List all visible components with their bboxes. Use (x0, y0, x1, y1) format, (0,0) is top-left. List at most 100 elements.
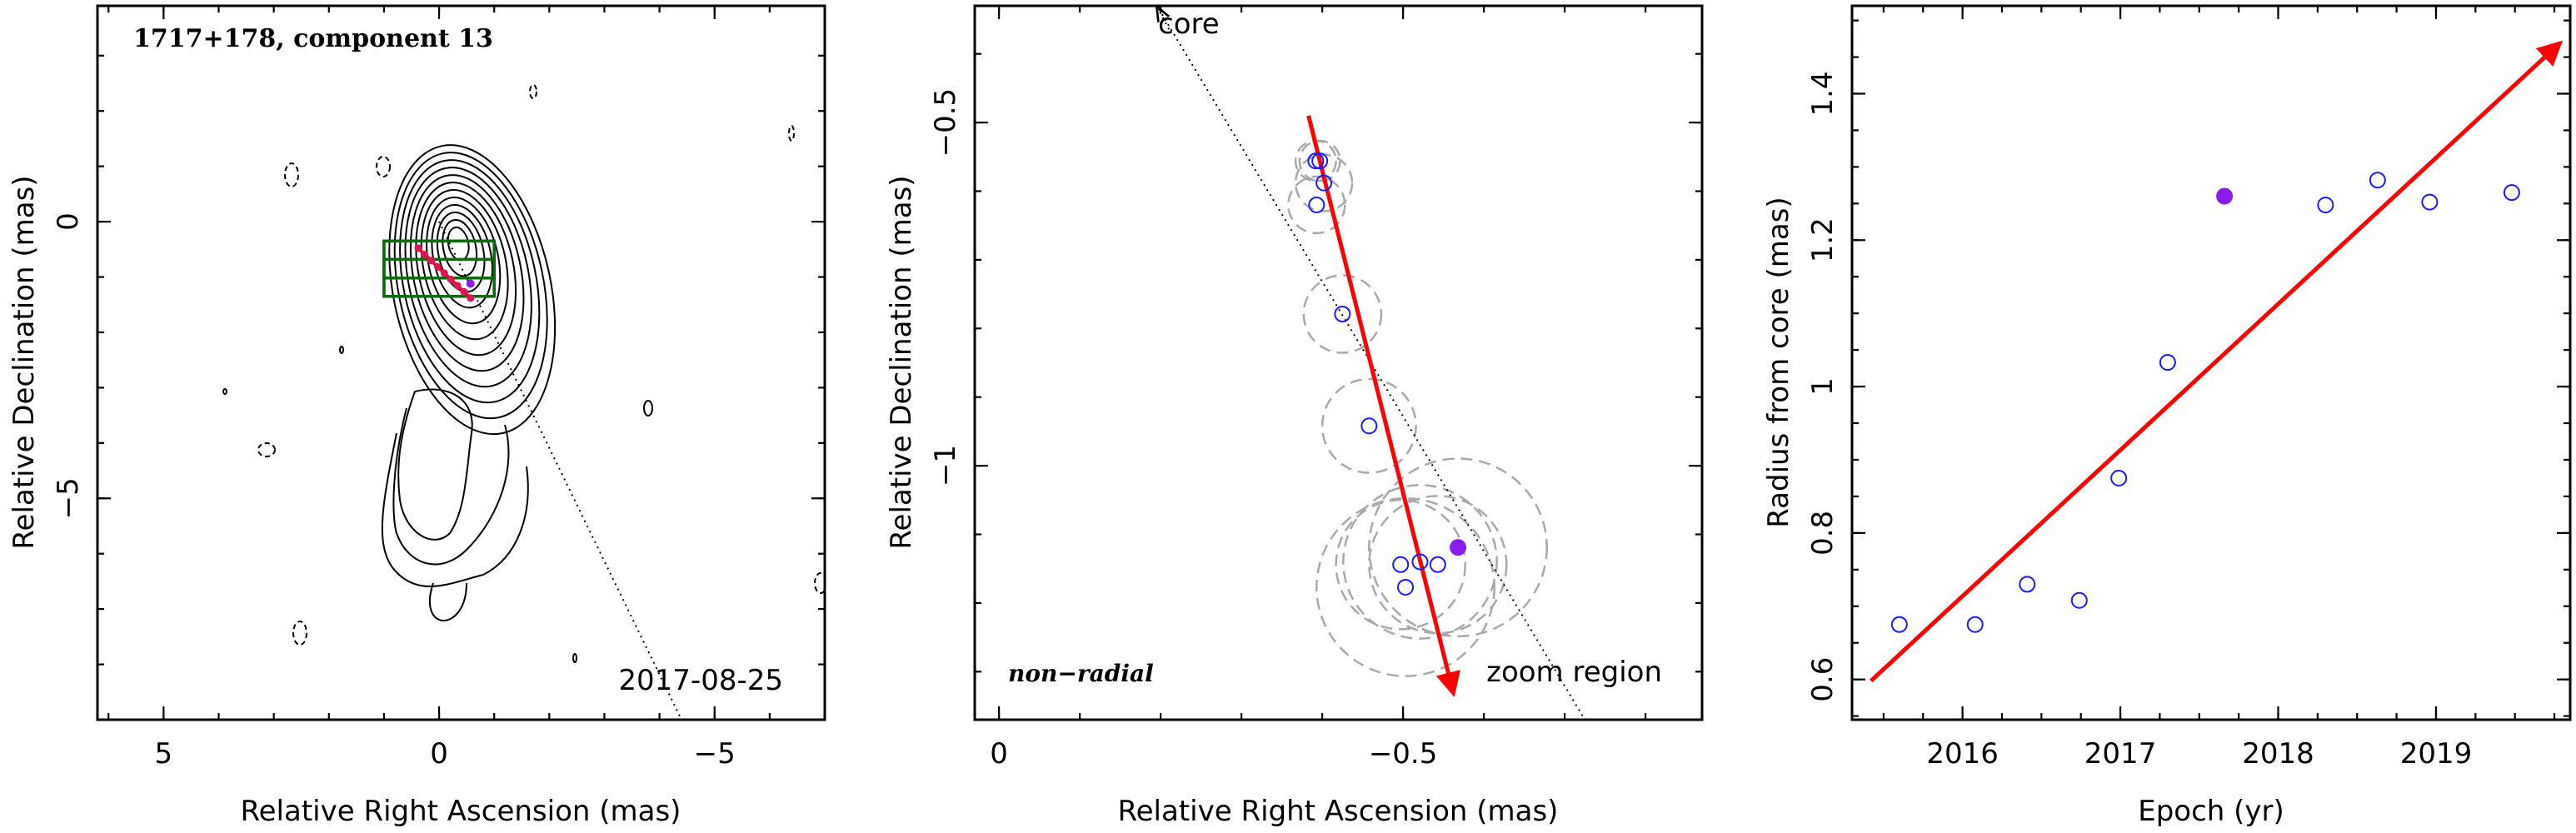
y-axis-label-2: Relative Declination (mas) (885, 175, 918, 549)
jet-contour (428, 582, 467, 621)
negative-contour (788, 125, 795, 142)
non-radial-annotation: non−radial (1008, 660, 1154, 687)
radius-point (2019, 576, 2036, 593)
component-size-circles (1287, 139, 1549, 677)
track-dot (414, 244, 422, 252)
noise-contour (339, 346, 344, 354)
radius-point (2503, 184, 2520, 202)
panel-radius-vs-epoch: 2016 2017 2018 2019 0.6 0.8 1 1.2 1.4 Epoch (yr)… (1762, 4, 2572, 828)
component-size-circle (1335, 498, 1467, 631)
component-position-point (1334, 305, 1351, 322)
y-tick-label: 1.2 (1806, 217, 1840, 262)
panel-title: 1717+178, component 13 (133, 24, 493, 53)
highlighted-radius-point (2216, 187, 2234, 205)
negative-contour (292, 621, 307, 646)
component-position-point (1308, 196, 1325, 213)
contour-level (426, 197, 502, 325)
component-size-circle (1302, 274, 1383, 354)
component-size-circle (1368, 495, 1508, 635)
y-axis-label-1: Relative Declination (mas) (7, 175, 41, 549)
selected-epoch-dot (466, 279, 475, 288)
x-tick-label: 2017 (2084, 737, 2157, 771)
radius-point (2317, 197, 2334, 214)
panel-zoom-region: 0 −0.5−0.5−1 core non−radial zoom region … (885, 4, 1704, 828)
radius-point (1966, 616, 1984, 633)
contour-level (436, 211, 486, 293)
panel-contour-map: 5 0 −5 0 −5 1717+178, component 13 2017-08-2… (7, 4, 826, 828)
axis-ticks-2: 0 −0.5 −0.5 −1 (929, 6, 1702, 771)
axis-ticks-1: 5 0 −5 0 −5 (52, 6, 826, 771)
radius-point (1890, 616, 1908, 633)
noise-contour (572, 653, 577, 663)
radius-point (2421, 193, 2439, 211)
component-position-point (1360, 417, 1378, 435)
noise-contour (643, 400, 653, 416)
component-size-circle (1287, 175, 1346, 235)
negative-contour (376, 156, 391, 177)
negative-contour (529, 84, 537, 99)
x-tick-label: 0 (430, 737, 448, 771)
component-size-circle (1315, 497, 1495, 677)
plot-frame-2 (973, 4, 1704, 721)
y-tick-label: 0.6 (1806, 657, 1840, 702)
track-dot (447, 275, 455, 283)
jet-contour (381, 432, 529, 587)
y-axis-label-3: Radius from core (mas) (1762, 197, 1795, 527)
jet-contour (397, 388, 473, 541)
jet-contour (392, 407, 510, 566)
negative-contour (814, 572, 825, 594)
component-position-point (1429, 556, 1446, 573)
zoom-region-annotation: zoom region (1486, 656, 1662, 689)
contour-level (393, 152, 548, 420)
plot-frame-3 (1850, 4, 2572, 721)
x-tick-label: 5 (155, 737, 173, 771)
contour-level (415, 182, 517, 357)
epoch-date-label: 2017-08-25 (618, 664, 783, 697)
negative-contour (284, 162, 299, 187)
fit-arrow (1870, 40, 2564, 683)
contour-level (409, 174, 525, 372)
x-tick-label: −0.5 (1369, 737, 1438, 771)
radius-points (1890, 172, 2520, 633)
y-tick-label: 1.4 (1806, 71, 1840, 116)
track-arrow (1306, 115, 1460, 697)
component-position-point (1397, 578, 1415, 596)
negative-contour (257, 442, 276, 457)
zoom-box-outline (382, 239, 496, 298)
x-axis-label-2: Relative Right Ascension (mas) (1118, 795, 1559, 828)
x-axis-label-3: Epoch (yr) (2138, 795, 2284, 828)
x-tick-label: 2016 (1926, 737, 1999, 771)
noise-contour (222, 388, 227, 395)
component-size-circle (1342, 484, 1498, 640)
axis-ticks-3: 2016 2017 2018 2019 0.6 0.8 1 1.2 1.4 (1806, 6, 2570, 771)
core-direction-line (438, 221, 682, 720)
highlighted-position-point (1450, 539, 1467, 556)
radius-point (2110, 469, 2128, 486)
plot-frame-1 (96, 4, 826, 721)
x-tick-label: 2019 (2400, 737, 2473, 771)
component-position-point (1307, 152, 1325, 170)
core-pointer-arrow (1157, 7, 1169, 30)
component-position-point (1311, 152, 1329, 170)
track-dot (427, 257, 436, 265)
component-track (414, 244, 475, 302)
component-position-point (1411, 553, 1429, 571)
component-position-point (1315, 174, 1333, 192)
radius-point (2070, 591, 2088, 609)
contour-level (442, 218, 478, 277)
y-tick-label: 1 (1806, 377, 1840, 396)
y-tick-label: −1 (929, 445, 962, 486)
core-annotation: core (1158, 7, 1220, 41)
track-dot (460, 287, 468, 296)
x-axis-label-1: Relative Right Ascension (mas) (241, 795, 681, 828)
contour-level (420, 189, 509, 341)
component-size-circle (1320, 377, 1417, 474)
y-tick-label: 0.8 (1806, 511, 1840, 556)
component-positions (1307, 152, 1467, 596)
radius-point (2159, 354, 2176, 372)
y-tick-label: −5 (52, 477, 85, 519)
track-dot (440, 269, 448, 277)
track-dot (433, 262, 442, 271)
zoom-box (382, 239, 496, 298)
x-tick-label: −5 (694, 737, 736, 771)
